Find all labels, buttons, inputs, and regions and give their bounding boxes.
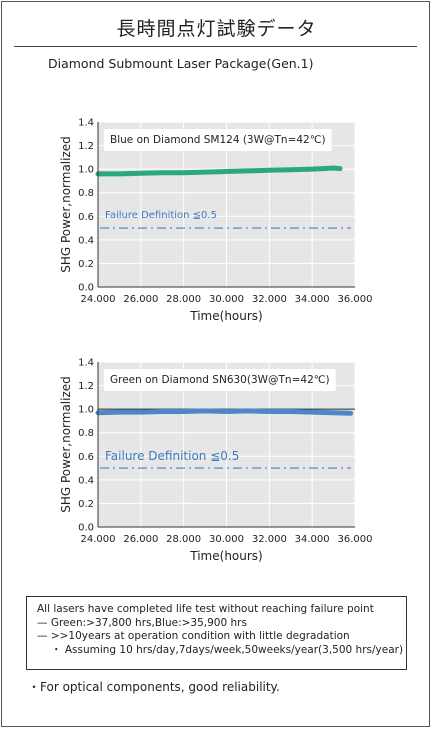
data-point <box>289 168 293 172</box>
y-tick-label: 0.0 <box>78 523 94 534</box>
x-tick-label: 34.000 <box>295 294 330 305</box>
data-point <box>338 166 342 171</box>
data-point <box>139 410 143 414</box>
y-tick-label: 0.6 <box>78 212 94 223</box>
x-axis-title: Time(hours) <box>189 549 262 563</box>
data-point <box>224 409 229 414</box>
note-line-3: — >>10years at operation condition with … <box>37 630 350 642</box>
y-tick-label: 1.0 <box>78 165 94 176</box>
x-tick-label: 28.000 <box>166 294 201 305</box>
x-tick-label: 28.000 <box>166 534 201 545</box>
y-tick-label: 0.0 <box>78 283 94 294</box>
y-tick-label: 1.0 <box>78 405 94 416</box>
green-laser-chart: Failure Definition ≦0.5 Green on Diamond … <box>59 358 373 564</box>
x-tick-label: 36.000 <box>338 294 373 305</box>
y-tick-label: 0.2 <box>78 259 94 270</box>
data-point <box>139 171 143 175</box>
x-tick-label: 30.000 <box>209 294 244 305</box>
data-point <box>117 410 122 414</box>
series-line <box>95 165 343 177</box>
x-tick-label: 36.000 <box>338 534 373 545</box>
data-point <box>310 410 314 414</box>
y-tick-label: 0.8 <box>78 188 94 199</box>
footer-note: ・For optical components, good reliabilit… <box>28 680 280 694</box>
x-axis-title: Time(hours) <box>189 309 262 323</box>
data-point <box>267 409 271 414</box>
summary-notes: All lasers have completed life test with… <box>26 596 407 670</box>
x-tick-label: 24.000 <box>81 534 116 545</box>
data-point <box>160 171 164 175</box>
data-point <box>246 169 250 173</box>
data-point <box>117 172 122 176</box>
y-tick-label: 0.2 <box>78 499 94 510</box>
x-tick-label: 26.000 <box>123 294 158 305</box>
data-point <box>246 409 250 413</box>
page-subtitle: Diamond Submount Laser Package(Gen.1) <box>48 56 314 71</box>
blue-laser-chart: Failure Definition ≦0.5 Blue on Diamond S… <box>59 118 373 324</box>
note-line-4: ・ Assuming 10 hrs/day,7days/week,50weeks… <box>51 643 404 656</box>
x-tick-label: 32.000 <box>252 534 287 545</box>
data-point <box>267 168 271 172</box>
data-point <box>349 411 353 415</box>
y-tick-label: 0.4 <box>78 475 94 486</box>
y-tick-label: 1.4 <box>78 118 94 129</box>
data-point <box>331 411 336 415</box>
failure-definition-label: Failure Definition ≦0.5 <box>105 210 217 221</box>
x-tick-label: 24.000 <box>81 294 116 305</box>
chart-label: Green on Diamond SN630(3W@Tn=42℃) <box>110 374 330 386</box>
y-tick-label: 0.8 <box>78 428 94 439</box>
data-point <box>289 409 293 414</box>
chart-label-box <box>104 369 336 391</box>
note-line-1: All lasers have completed life test with… <box>37 603 374 615</box>
note-line-2: — Green:>37,800 hrs,Blue:>35,900 hrs <box>37 616 247 629</box>
y-tick-label: 1.2 <box>78 141 94 152</box>
data-point <box>182 409 186 414</box>
data-point <box>331 166 336 170</box>
y-axis-title: SHG Power,normalized <box>59 376 73 513</box>
x-tick-label: 34.000 <box>295 534 330 545</box>
data-point <box>203 170 207 174</box>
x-tick-label: 30.000 <box>209 534 244 545</box>
page-title: 長時間点灯試験データ <box>116 18 317 40</box>
title-divider <box>14 46 417 47</box>
y-axis-title: SHG Power,normalized <box>59 136 73 273</box>
x-tick-label: 26.000 <box>123 534 158 545</box>
data-point <box>224 169 229 174</box>
y-tick-label: 1.2 <box>78 381 94 392</box>
y-tick-label: 0.4 <box>78 235 94 246</box>
data-point <box>160 409 164 414</box>
y-tick-label: 0.6 <box>78 452 94 463</box>
data-point <box>203 409 207 413</box>
x-tick-label: 32.000 <box>252 294 287 305</box>
data-point <box>321 166 325 171</box>
data-point <box>310 167 314 171</box>
chart-label-box <box>104 129 332 151</box>
y-tick-label: 1.4 <box>78 358 94 369</box>
data-point <box>182 171 186 175</box>
failure-definition-label: Failure Definition ≦0.5 <box>105 449 239 463</box>
chart-label: Blue on Diamond SM124 (3W@Tn=42℃) <box>110 134 326 146</box>
